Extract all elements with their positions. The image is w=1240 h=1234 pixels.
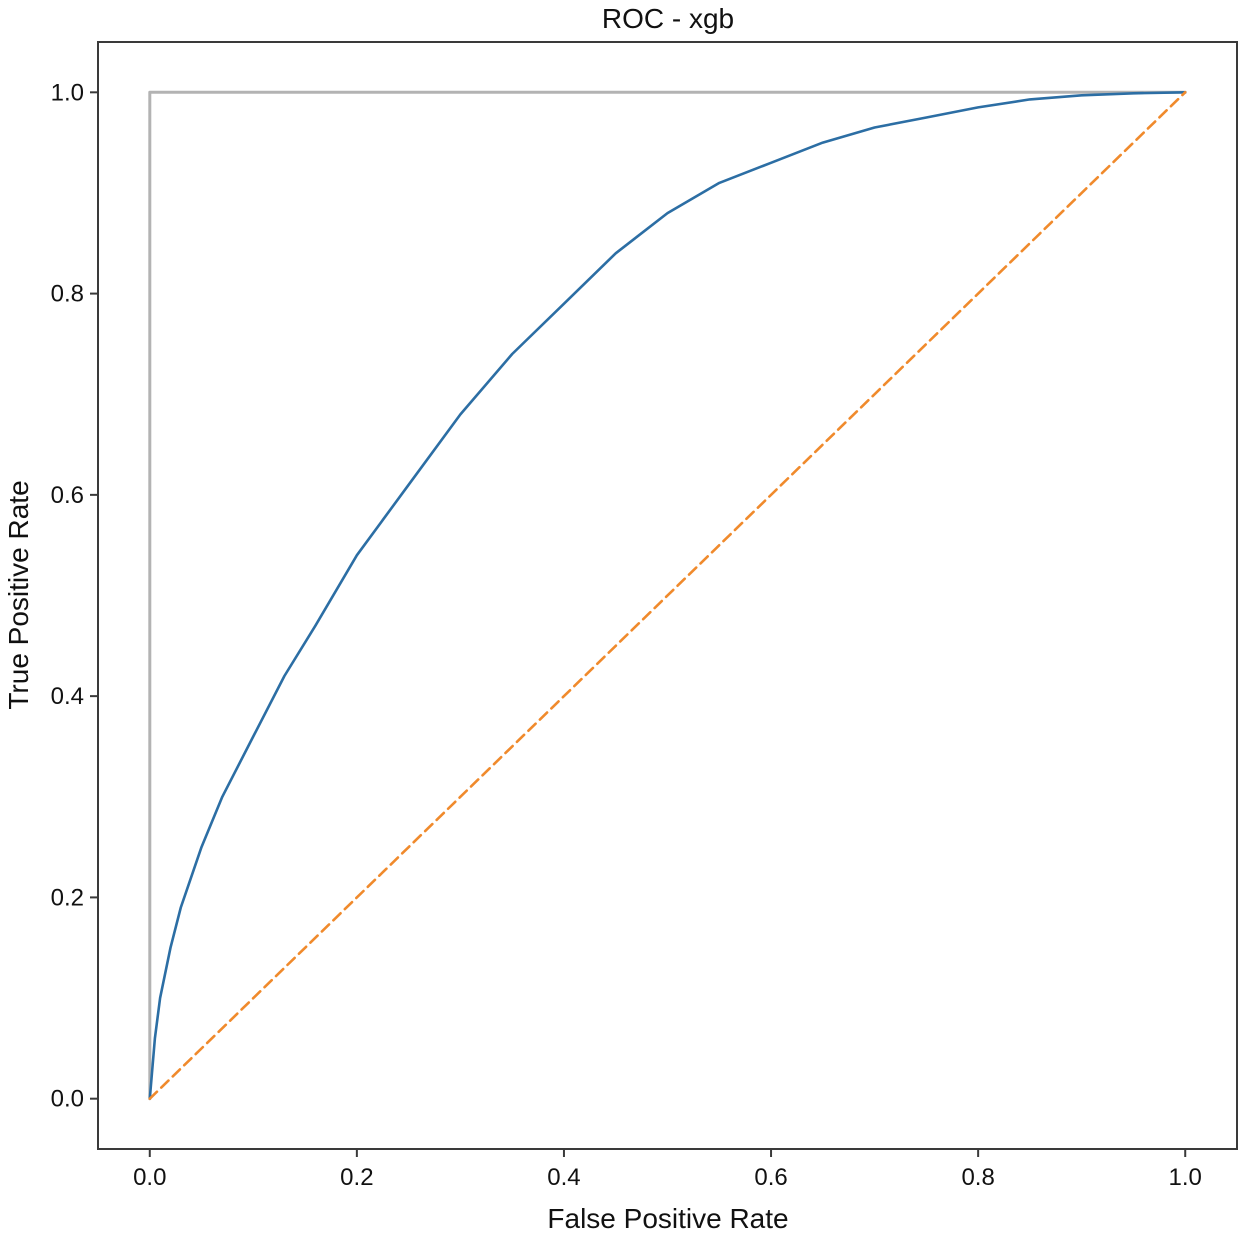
y-tick-label: 1.0 [51, 79, 84, 106]
chart-title: ROC - xgb [602, 3, 734, 34]
y-tick-label: 0.8 [51, 281, 84, 308]
x-tick-label: 0.8 [961, 1164, 994, 1191]
y-tick-label: 0.4 [51, 683, 84, 710]
x-tick-label: 0.2 [340, 1164, 373, 1191]
series-line-roc [148, 91, 1187, 1100]
x-axis-title: False Positive Rate [547, 1203, 788, 1234]
x-axis-ticks: 0.0 0.2 0.4 0.6 0.8 1.0 [133, 1149, 1202, 1191]
y-tick-label: 0.6 [51, 482, 84, 509]
y-axis-title: True Positive Rate [3, 480, 34, 709]
y-axis-ticks: 0.0 0.2 0.4 0.6 0.8 1.0 [51, 79, 98, 1113]
x-tick-label: 0.4 [547, 1164, 580, 1191]
x-tick-label: 0.0 [133, 1164, 166, 1191]
series-layer [148, 90, 1187, 1101]
y-tick-label: 0.0 [51, 1086, 84, 1113]
x-tick-label: 1.0 [1169, 1164, 1202, 1191]
series-line-ideal [148, 90, 1187, 1101]
y-tick-label: 0.2 [51, 884, 84, 911]
plot-frame [97, 41, 1238, 1150]
series-line-chance [148, 91, 1187, 1100]
x-tick-label: 0.6 [754, 1164, 787, 1191]
